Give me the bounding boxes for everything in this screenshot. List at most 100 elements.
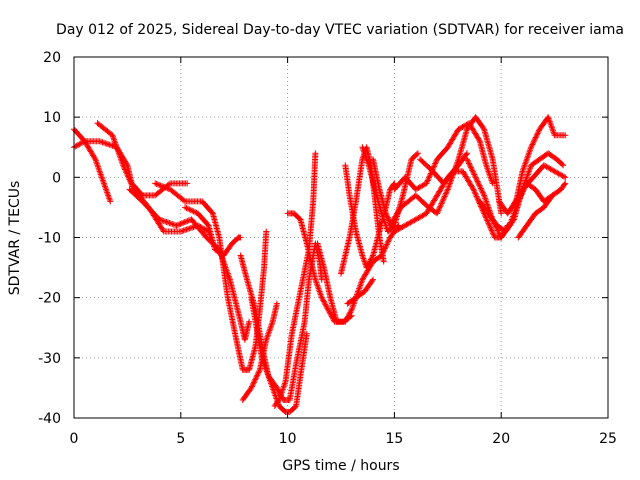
plus-marker (250, 379, 257, 386)
plus-marker (158, 183, 165, 190)
plus-marker (127, 179, 134, 186)
plus-marker (275, 398, 282, 405)
plus-marker (476, 182, 483, 189)
plus-marker (444, 187, 451, 194)
plus-marker (532, 135, 539, 142)
plus-marker (562, 174, 569, 181)
x-tick-label: 15 (385, 431, 403, 447)
plus-marker (103, 140, 110, 147)
plus-marker (436, 206, 443, 213)
plus-marker (177, 220, 184, 227)
plus-marker (159, 217, 166, 224)
plus-marker (123, 170, 130, 177)
plus-marker (489, 230, 496, 237)
plus-marker (369, 253, 376, 260)
plus-marker (510, 217, 517, 224)
x-tick-label: 20 (492, 431, 510, 447)
plus-marker (442, 190, 449, 197)
plus-marker (381, 245, 388, 252)
plus-marker (189, 207, 196, 214)
plus-marker (182, 226, 189, 233)
plus-marker (487, 224, 494, 231)
plus-marker (319, 296, 326, 303)
series-sat-x (515, 180, 569, 241)
plus-marker (323, 304, 330, 311)
plus-marker (470, 186, 477, 193)
plus-marker (208, 209, 215, 216)
plus-marker (99, 139, 106, 146)
plus-marker (473, 177, 480, 184)
plus-marker (560, 173, 567, 180)
plus-marker (237, 234, 244, 241)
plus-marker (367, 256, 374, 263)
plus-marker (184, 218, 191, 225)
plus-marker (163, 218, 170, 225)
plus-marker (425, 176, 432, 183)
plus-marker (153, 180, 160, 187)
plus-marker (425, 174, 432, 181)
plus-marker (363, 264, 370, 271)
x-axis-label: GPS time / hours (282, 458, 399, 474)
plus-marker (96, 138, 103, 145)
plus-marker (469, 168, 476, 175)
plus-marker (345, 312, 352, 319)
plus-marker (251, 377, 258, 384)
plus-marker (320, 297, 327, 304)
plus-marker (250, 380, 257, 387)
plus-marker (530, 140, 537, 147)
plus-marker (475, 179, 482, 186)
y-tick-label: -30 (38, 351, 61, 367)
plus-marker (122, 166, 129, 173)
plus-marker (383, 211, 390, 218)
plus-marker (176, 221, 183, 228)
y-tick-label: 20 (43, 50, 61, 66)
series-sat-o (342, 162, 398, 271)
plus-marker (183, 218, 190, 225)
y-tick-label: -10 (38, 231, 61, 247)
plus-marker (486, 223, 493, 230)
plus-marker (347, 308, 354, 315)
plus-marker (182, 204, 189, 211)
plus-marker (528, 142, 535, 149)
plus-marker (436, 204, 443, 211)
plus-marker (246, 318, 253, 325)
plus-marker (344, 314, 351, 321)
plus-marker (439, 197, 446, 204)
plus-marker (248, 383, 255, 390)
plus-marker (496, 230, 503, 237)
plus-marker (303, 330, 310, 337)
plus-marker (187, 224, 194, 231)
plus-marker (441, 193, 448, 200)
plus-marker (325, 306, 332, 313)
plus-marker (189, 224, 196, 231)
plus-marker (473, 193, 480, 200)
plus-marker (346, 310, 353, 317)
plus-marker (424, 178, 431, 185)
plus-marker (424, 177, 431, 184)
plus-marker (469, 185, 476, 192)
plus-marker (385, 215, 392, 222)
plus-marker (440, 196, 447, 203)
plus-marker (184, 180, 191, 187)
grid-lines (74, 57, 608, 418)
y-tick-label: -40 (38, 411, 61, 427)
plus-marker (531, 137, 538, 144)
plus-marker (467, 164, 474, 171)
plus-marker (368, 255, 375, 262)
plus-marker (484, 217, 491, 224)
plus-marker (161, 184, 168, 191)
plus-marker (364, 263, 371, 270)
plus-marker (255, 369, 262, 376)
plus-marker (482, 214, 489, 221)
plus-marker (256, 368, 263, 375)
plus-marker (323, 302, 330, 309)
plus-marker (391, 180, 398, 187)
plus-marker (320, 298, 327, 305)
plus-marker (365, 260, 372, 267)
plus-marker (324, 305, 331, 312)
y-tick-label: -20 (38, 291, 61, 307)
plus-marker (128, 180, 135, 187)
plus-marker (177, 228, 184, 235)
plus-marker (273, 300, 280, 307)
plus-marker (126, 176, 133, 183)
